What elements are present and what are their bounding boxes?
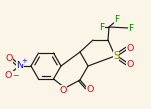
Text: F: F (114, 15, 120, 25)
Text: O: O (86, 84, 94, 94)
Text: O: O (5, 54, 13, 62)
Text: O: O (59, 85, 67, 95)
Text: F: F (100, 22, 104, 32)
Text: F: F (129, 24, 134, 32)
Text: S: S (113, 51, 119, 61)
Text: +: + (21, 58, 27, 64)
Text: O: O (126, 60, 134, 68)
Text: O: O (126, 43, 134, 53)
Text: O: O (4, 71, 12, 79)
Text: −: − (12, 72, 18, 81)
Text: N: N (16, 60, 24, 70)
